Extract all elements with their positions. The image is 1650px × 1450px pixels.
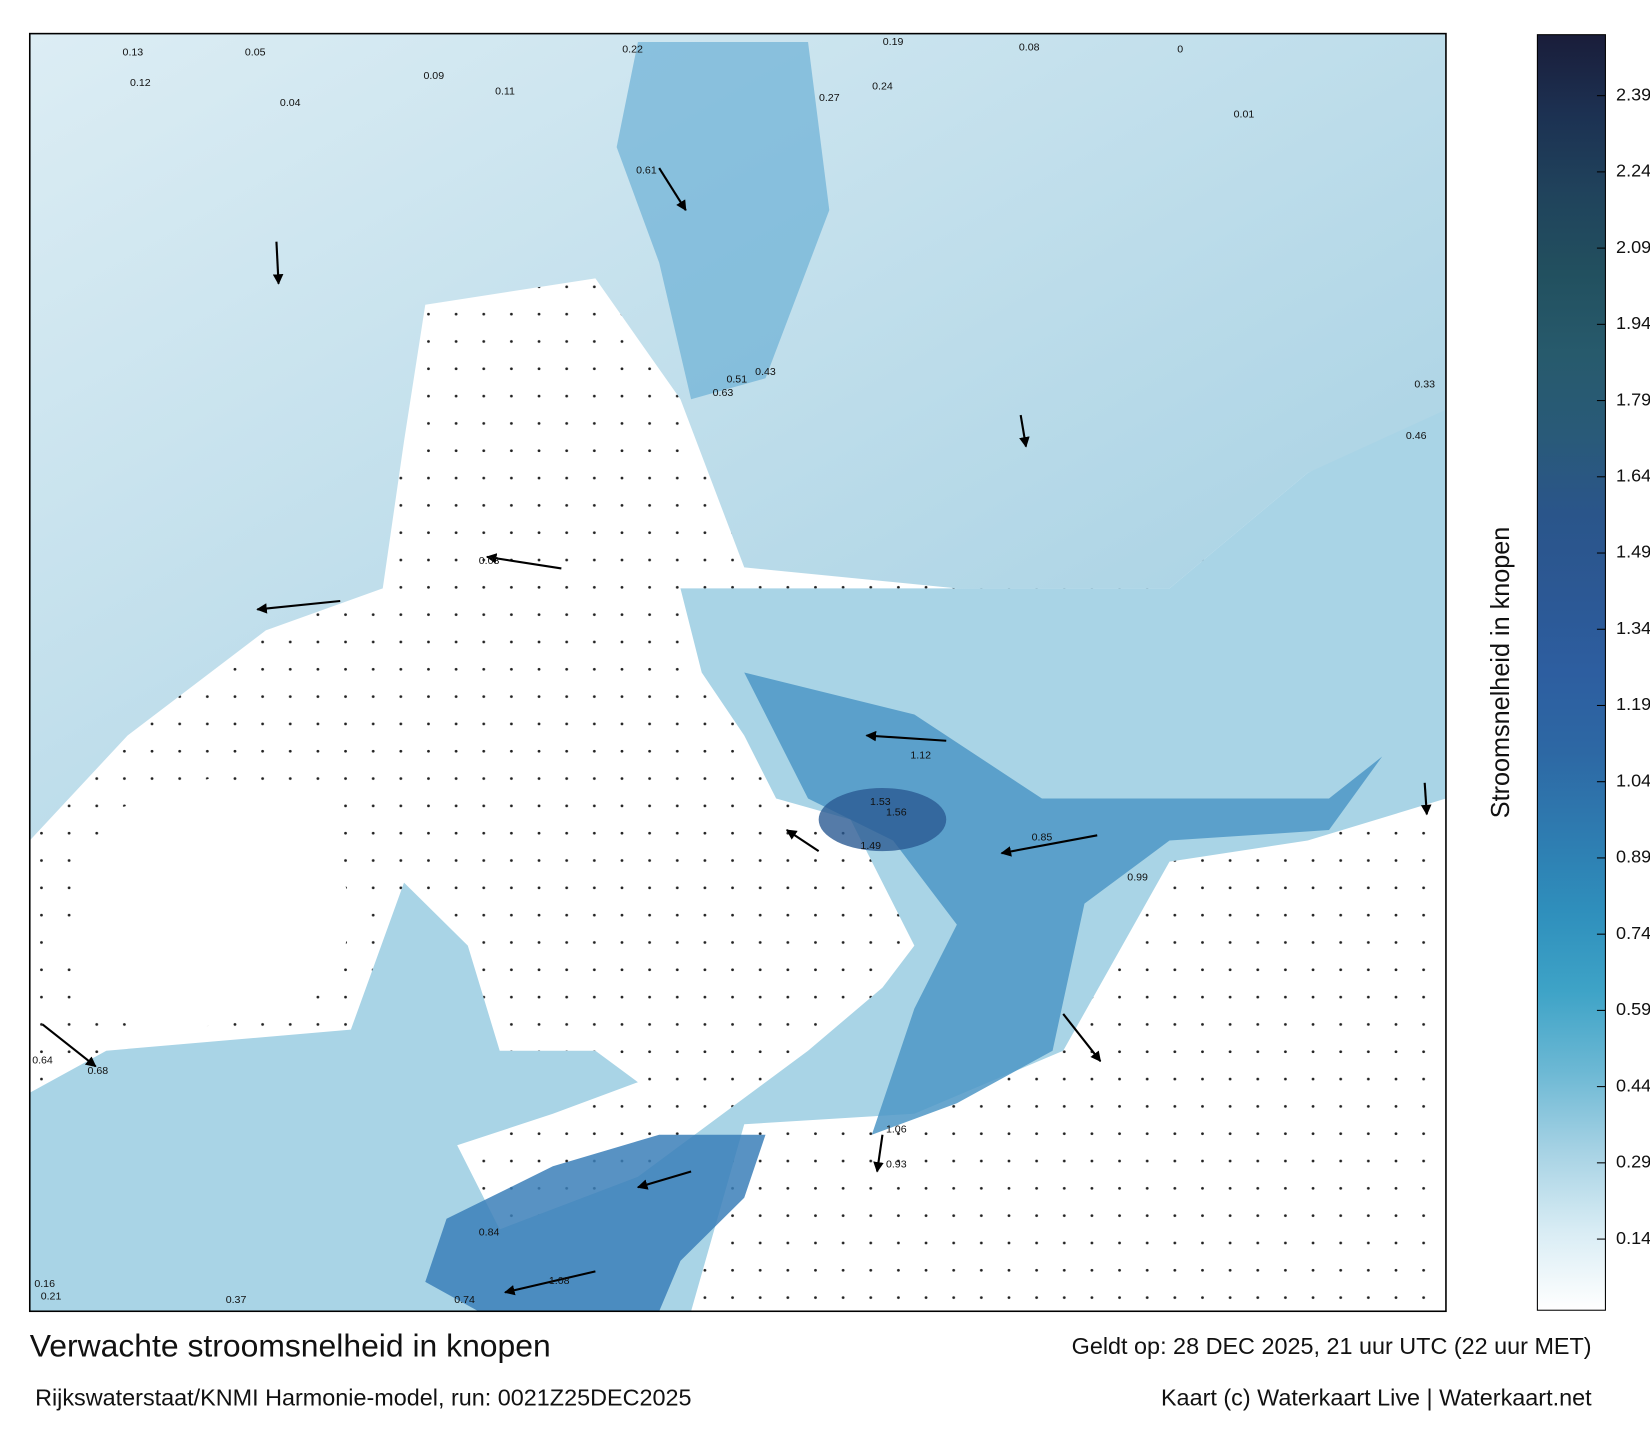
speed-label: 0.33 <box>1414 379 1435 391</box>
arrow <box>865 730 947 742</box>
arrow <box>785 829 820 852</box>
speed-label: 1.12 <box>910 750 931 762</box>
colorbar-scale <box>1536 34 1606 1311</box>
sea-deep <box>744 672 1383 1135</box>
arrow <box>1019 414 1030 448</box>
map-frame <box>28 32 1447 1313</box>
arrow <box>503 1270 596 1296</box>
sea-channel <box>29 409 1446 1312</box>
speed-label: 0.51 <box>726 374 747 386</box>
colorbar-tick-label: 1.94 <box>1616 313 1650 333</box>
land-west <box>63 777 351 1041</box>
map-credit: Kaart (c) Waterkaart Live | Waterkaart.n… <box>1161 1385 1592 1411</box>
colorbar-tick-label: 0.44 <box>1616 1075 1650 1095</box>
colorbar-tick-label: 0.59 <box>1616 999 1650 1019</box>
speed-label: 0.21 <box>41 1291 62 1303</box>
speed-label: 0.74 <box>454 1294 475 1306</box>
colorbar-tick-label: 2.39 <box>1616 84 1650 104</box>
speed-label: 0 <box>1177 44 1183 56</box>
speed-label: 1.08 <box>549 1275 570 1287</box>
speed-label: 0.12 <box>130 77 151 89</box>
speed-label: 0.43 <box>755 366 776 378</box>
speed-label: 0.22 <box>622 44 643 56</box>
colorbar-tick-label: 2.09 <box>1616 237 1650 257</box>
speed-label: 1.56 <box>886 806 907 818</box>
speed-label: 0.16 <box>34 1278 55 1290</box>
map-field <box>29 33 1446 1312</box>
colorbar-tick-label: 0.89 <box>1616 847 1650 867</box>
speed-label: 0.85 <box>1032 832 1053 844</box>
colorbar-tick-label: 1.49 <box>1616 542 1650 562</box>
speed-label: 1.53 <box>870 796 891 808</box>
speed-label: 0.27 <box>819 92 840 104</box>
colorbar-label: Stroomsnelheid in knopen <box>1487 527 1515 818</box>
speed-labels: 0.13 0.05 0.12 0.09 0.04 0.11 0.22 0.19 0.08 0.27… <box>32 36 1435 1306</box>
sea-deep-north <box>616 42 830 400</box>
colorbar-tick-label: 0.29 <box>1616 1152 1650 1172</box>
speed-label: 0.84 <box>479 1227 500 1239</box>
colorbar-tick-label: 1.34 <box>1616 618 1650 638</box>
arrow <box>272 241 284 285</box>
speed-label: 1.49 <box>860 840 881 852</box>
colorbar-tick-label: 1.79 <box>1616 389 1650 409</box>
speed-label: 0.04 <box>280 97 301 109</box>
sea-deepest <box>818 788 947 852</box>
arrow <box>1062 1013 1102 1063</box>
speed-label: 0.19 <box>883 36 904 48</box>
arrow <box>1000 834 1098 857</box>
speed-label: 0.99 <box>1127 872 1148 884</box>
arrow <box>636 1170 692 1190</box>
speed-label: 0.64 <box>32 1054 53 1066</box>
speed-label: 0.93 <box>886 1158 907 1170</box>
speed-label: 0.03 <box>479 555 500 567</box>
speed-label: 0.05 <box>245 47 266 59</box>
speed-label: 0.37 <box>226 1294 247 1306</box>
speed-label: 0.01 <box>1234 109 1255 121</box>
speed-label: 0.09 <box>423 70 444 82</box>
colorbar: Stroomsnelheid in knopen 0.14 0.29 0.44 0.5… <box>1487 34 1650 1311</box>
speed-label: 0.08 <box>1019 41 1040 53</box>
sea-north <box>29 33 1446 841</box>
speed-label: 0.68 <box>87 1065 108 1077</box>
colorbar-tick-label: 0.74 <box>1616 923 1650 943</box>
colorbar-tick-label: 1.04 <box>1616 771 1650 791</box>
arrow <box>485 553 562 570</box>
arrow <box>1420 782 1432 816</box>
arrow <box>256 599 341 614</box>
map-title: Verwachte stroomsnelheid in knopen <box>30 1328 551 1364</box>
colorbar-tick-label: 0.14 <box>1616 1228 1650 1248</box>
colorbar-tick-label: 1.64 <box>1616 466 1650 486</box>
speed-label: 0.13 <box>123 47 144 59</box>
speed-label: 0.63 <box>713 387 734 399</box>
map-source: Rijkswaterstaat/KNMI Harmonie-model, run… <box>35 1385 691 1411</box>
map-root: 0.13 0.05 0.12 0.09 0.04 0.11 0.22 0.19 0.08 0.27… <box>28 32 1650 1411</box>
speed-label: 0.61 <box>636 164 657 176</box>
arrow <box>41 1023 97 1068</box>
colorbar-tick-label: 2.24 <box>1616 161 1650 181</box>
arrow <box>658 167 687 212</box>
current-arrows <box>41 167 1432 1296</box>
sea-deep-south <box>425 1134 766 1312</box>
speed-label: 1.06 <box>886 1124 907 1136</box>
speed-label: 0.11 <box>495 86 515 98</box>
speed-label: 0.24 <box>872 80 893 92</box>
arrow <box>873 1134 884 1173</box>
valid-time: Geldt op: 28 DEC 2025, 21 uur UTC (22 uu… <box>1072 1333 1592 1359</box>
speed-label: 0.46 <box>1406 430 1427 442</box>
colorbar-tick-label: 1.19 <box>1616 694 1650 714</box>
